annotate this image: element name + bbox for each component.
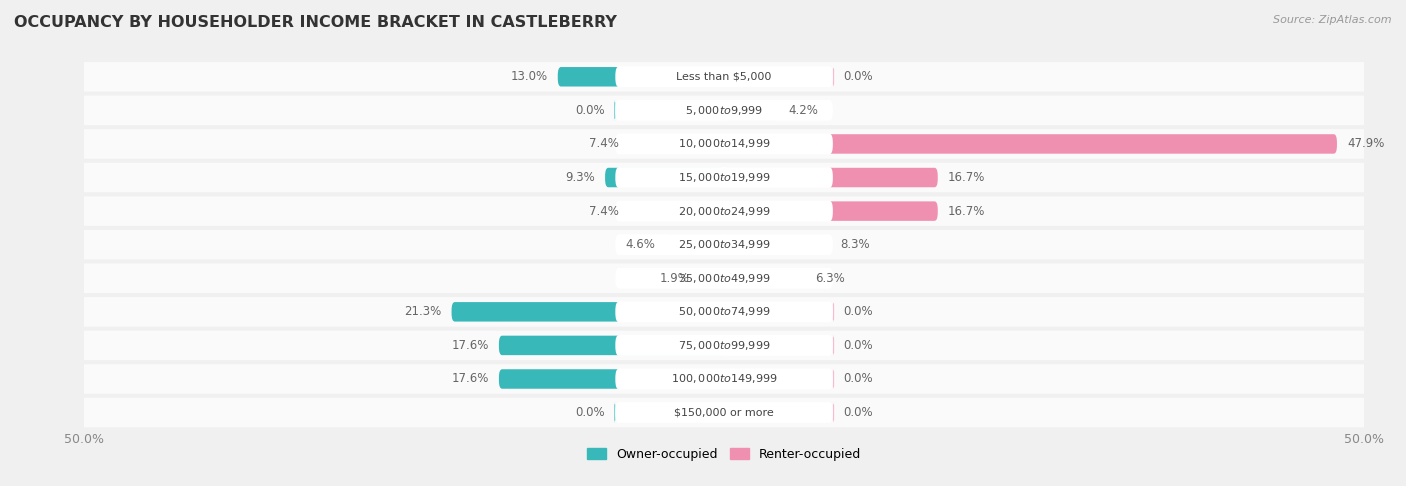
Text: $20,000 to $24,999: $20,000 to $24,999 <box>678 205 770 218</box>
FancyBboxPatch shape <box>616 67 832 87</box>
FancyBboxPatch shape <box>558 67 724 87</box>
Text: 7.4%: 7.4% <box>589 205 619 218</box>
Text: $150,000 or more: $150,000 or more <box>675 408 773 417</box>
Text: $5,000 to $9,999: $5,000 to $9,999 <box>685 104 763 117</box>
Text: $50,000 to $74,999: $50,000 to $74,999 <box>678 305 770 318</box>
Text: $15,000 to $19,999: $15,000 to $19,999 <box>678 171 770 184</box>
Text: 16.7%: 16.7% <box>948 205 986 218</box>
Text: 0.0%: 0.0% <box>844 406 873 419</box>
Text: 47.9%: 47.9% <box>1347 138 1385 151</box>
FancyBboxPatch shape <box>616 100 832 121</box>
FancyBboxPatch shape <box>77 96 1371 125</box>
Text: 0.0%: 0.0% <box>575 406 605 419</box>
FancyBboxPatch shape <box>724 201 938 221</box>
Text: 0.0%: 0.0% <box>844 372 873 385</box>
FancyBboxPatch shape <box>616 201 832 222</box>
FancyBboxPatch shape <box>665 235 724 254</box>
Text: 4.2%: 4.2% <box>787 104 818 117</box>
Text: 8.3%: 8.3% <box>841 238 870 251</box>
FancyBboxPatch shape <box>499 369 724 389</box>
Text: 0.0%: 0.0% <box>575 104 605 117</box>
Text: 17.6%: 17.6% <box>451 339 489 352</box>
Text: 17.6%: 17.6% <box>451 372 489 385</box>
Text: Source: ZipAtlas.com: Source: ZipAtlas.com <box>1274 15 1392 25</box>
FancyBboxPatch shape <box>77 196 1371 226</box>
Text: 6.3%: 6.3% <box>815 272 845 285</box>
Text: 21.3%: 21.3% <box>404 305 441 318</box>
FancyBboxPatch shape <box>616 167 832 188</box>
FancyBboxPatch shape <box>499 336 724 355</box>
Text: OCCUPANCY BY HOUSEHOLDER INCOME BRACKET IN CASTLEBERRY: OCCUPANCY BY HOUSEHOLDER INCOME BRACKET … <box>14 15 617 30</box>
FancyBboxPatch shape <box>616 402 832 423</box>
FancyBboxPatch shape <box>77 230 1371 260</box>
FancyBboxPatch shape <box>77 330 1371 360</box>
FancyBboxPatch shape <box>77 398 1371 427</box>
Text: 7.4%: 7.4% <box>589 138 619 151</box>
FancyBboxPatch shape <box>616 234 832 255</box>
Text: $75,000 to $99,999: $75,000 to $99,999 <box>678 339 770 352</box>
FancyBboxPatch shape <box>616 301 832 322</box>
FancyBboxPatch shape <box>724 168 938 187</box>
Text: $25,000 to $34,999: $25,000 to $34,999 <box>678 238 770 251</box>
FancyBboxPatch shape <box>616 268 832 289</box>
FancyBboxPatch shape <box>77 364 1371 394</box>
FancyBboxPatch shape <box>605 168 724 187</box>
FancyBboxPatch shape <box>724 269 804 288</box>
Text: 0.0%: 0.0% <box>844 339 873 352</box>
Text: $35,000 to $49,999: $35,000 to $49,999 <box>678 272 770 285</box>
Text: 9.3%: 9.3% <box>565 171 595 184</box>
FancyBboxPatch shape <box>616 335 832 356</box>
FancyBboxPatch shape <box>77 163 1371 192</box>
Text: 0.0%: 0.0% <box>844 70 873 83</box>
FancyBboxPatch shape <box>451 302 724 322</box>
FancyBboxPatch shape <box>700 269 724 288</box>
FancyBboxPatch shape <box>724 134 1337 154</box>
FancyBboxPatch shape <box>630 134 724 154</box>
Text: 4.6%: 4.6% <box>626 238 655 251</box>
FancyBboxPatch shape <box>630 201 724 221</box>
FancyBboxPatch shape <box>77 297 1371 327</box>
FancyBboxPatch shape <box>724 235 831 254</box>
Text: $100,000 to $149,999: $100,000 to $149,999 <box>671 372 778 385</box>
FancyBboxPatch shape <box>77 62 1371 91</box>
FancyBboxPatch shape <box>616 134 832 155</box>
FancyBboxPatch shape <box>616 368 832 389</box>
Text: 16.7%: 16.7% <box>948 171 986 184</box>
FancyBboxPatch shape <box>77 129 1371 159</box>
FancyBboxPatch shape <box>724 101 778 120</box>
Text: 1.9%: 1.9% <box>659 272 689 285</box>
Text: Less than $5,000: Less than $5,000 <box>676 72 772 82</box>
Text: 0.0%: 0.0% <box>844 305 873 318</box>
Text: $10,000 to $14,999: $10,000 to $14,999 <box>678 138 770 151</box>
Text: 13.0%: 13.0% <box>510 70 547 83</box>
Legend: Owner-occupied, Renter-occupied: Owner-occupied, Renter-occupied <box>582 443 866 466</box>
FancyBboxPatch shape <box>77 263 1371 293</box>
